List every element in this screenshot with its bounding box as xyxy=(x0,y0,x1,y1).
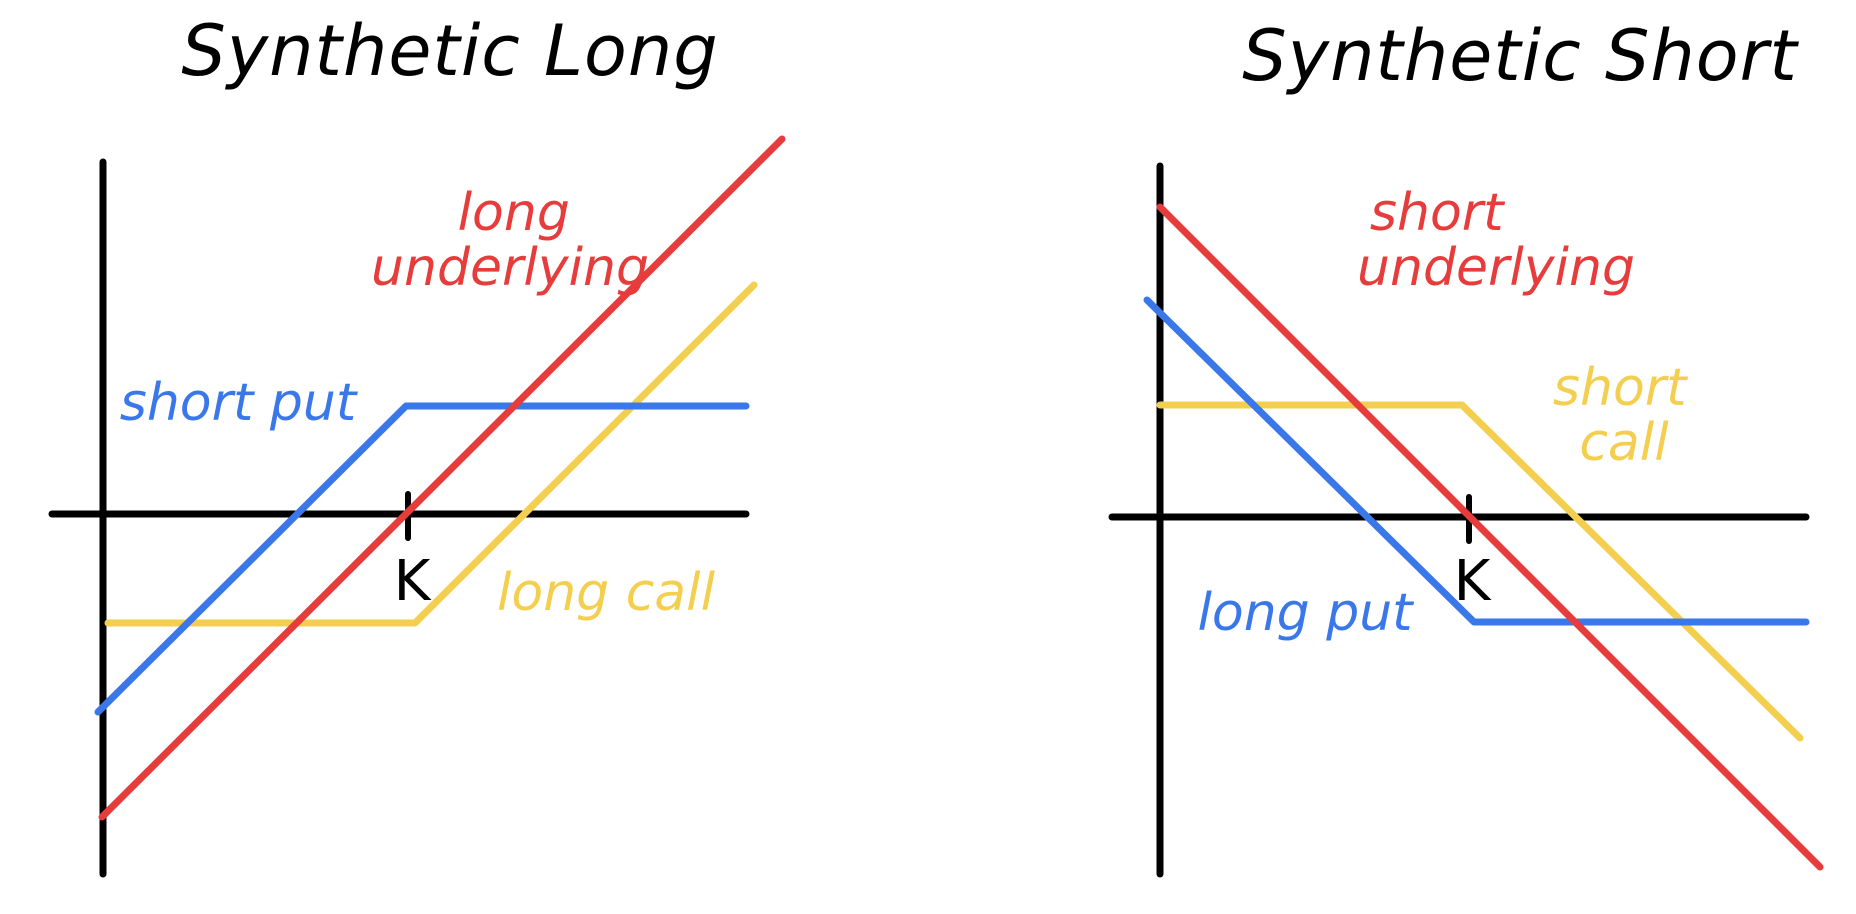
short-call-label: short call xyxy=(1553,358,1703,473)
short-put-payoff-line xyxy=(94,402,750,716)
long-underlying-payoff-line xyxy=(98,135,786,821)
label-line: short xyxy=(1553,358,1688,418)
short-underlying-payoff-line xyxy=(1156,203,1824,871)
short-underlying-label: short underlying xyxy=(1357,183,1635,298)
panel-title: Synthetic Short xyxy=(1242,15,1799,97)
label-line: long xyxy=(458,183,570,243)
label-line: long put xyxy=(1197,583,1414,643)
long-put-payoff-line xyxy=(1143,296,1810,626)
long-call-label: long call xyxy=(497,563,716,623)
long-call-payoff-line xyxy=(104,281,758,627)
long-underlying-label: long underlying xyxy=(371,183,649,298)
label-line: short xyxy=(1370,183,1505,243)
panel-synthetic-long: Synthetic Long K long underlying short p… xyxy=(48,10,786,878)
panel-synthetic-short: Synthetic Short K short underlying long … xyxy=(1108,15,1824,878)
long-put-label: long put xyxy=(1197,583,1414,643)
label-line: long call xyxy=(497,563,716,623)
label-line: call xyxy=(1579,413,1669,473)
short-put-label: short put xyxy=(120,373,358,433)
strike-label: K xyxy=(394,549,432,614)
short-call-payoff-line xyxy=(1156,401,1804,742)
strike-label: K xyxy=(1454,549,1492,614)
label-line: underlying xyxy=(1357,238,1635,298)
label-line: underlying xyxy=(371,238,649,298)
panel-title: Synthetic Long xyxy=(181,10,718,92)
label-line: short put xyxy=(120,373,358,433)
